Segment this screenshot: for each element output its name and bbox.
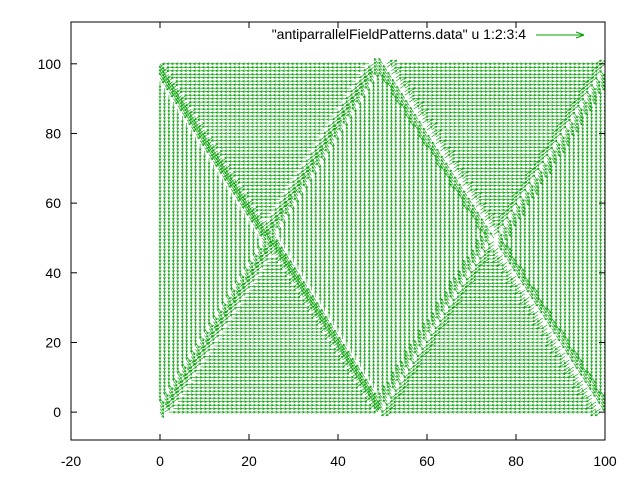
vector-field-series (158, 58, 605, 418)
y-tick-label: 80 (45, 125, 61, 141)
y-tick-label: 100 (38, 56, 62, 72)
x-tick-label: 80 (508, 453, 524, 469)
legend-arrow-head (575, 31, 585, 39)
x-tick-label: 0 (156, 453, 164, 469)
x-axis: -20 0 20 40 60 80 100 (61, 22, 617, 469)
y-tick-label: 40 (45, 265, 61, 281)
x-tick-label: -20 (61, 453, 81, 469)
y-tick-label: 0 (53, 404, 61, 420)
legend-series-label: "antiparrallelFieldPatterns.data" u 1:2:… (272, 26, 527, 42)
y-axis: 0 20 40 60 80 100 (38, 56, 605, 420)
x-tick-label: 100 (593, 453, 617, 469)
vector-field-arrows (158, 58, 605, 418)
x-tick-label: 60 (419, 453, 435, 469)
y-tick-label: 20 (45, 334, 61, 350)
x-tick-label: 20 (241, 453, 257, 469)
legend: "antiparrallelFieldPatterns.data" u 1:2:… (272, 26, 585, 42)
x-tick-label: 40 (330, 453, 346, 469)
y-tick-label: 60 (45, 195, 61, 211)
